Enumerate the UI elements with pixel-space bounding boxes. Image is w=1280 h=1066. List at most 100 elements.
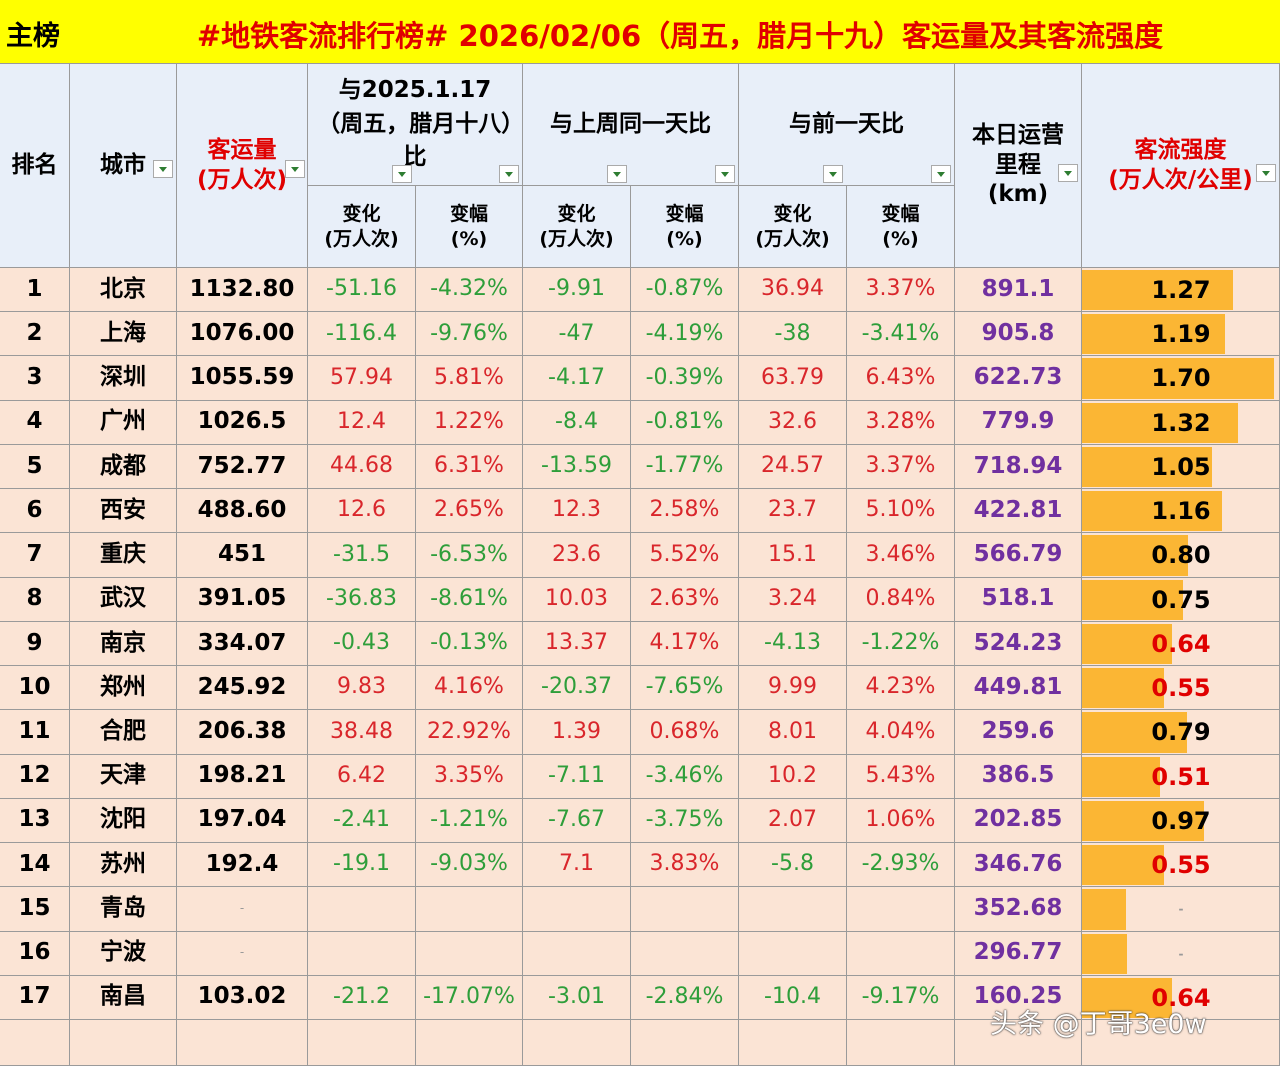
cell-text: -7.65% (645, 674, 724, 700)
cell-text: 5 (26, 452, 43, 479)
intensity-label: 0.64 (1151, 983, 1211, 1012)
cell-text: 9.99 (768, 674, 817, 700)
cell: -20.37 (523, 666, 631, 711)
cell-text: -0.81% (645, 409, 724, 435)
cell-text: (%) (666, 227, 703, 250)
cell-text: -2.41 (333, 807, 390, 833)
cell-text: -4.13 (764, 630, 821, 656)
cell: -7.11 (523, 754, 631, 799)
cell: -8.61% (416, 577, 523, 622)
cell (631, 887, 739, 932)
cell-text: 苏州 (100, 850, 146, 877)
cell-text: 1.22% (434, 409, 504, 435)
data-bar (1082, 889, 1127, 930)
cell: 3.37% (847, 444, 955, 490)
data-bar (1082, 491, 1223, 532)
cell: -38 (739, 312, 847, 357)
intensity-label: 0.64 (1151, 629, 1211, 658)
cell: 2.58% (631, 489, 739, 534)
empty-cell (177, 1020, 308, 1066)
cell-text: 259.6 (981, 718, 1055, 745)
cell: -1.22% (847, 621, 955, 667)
cell-text: 客运量 (207, 136, 277, 163)
cell: -9.03% (416, 843, 523, 888)
cell-text: 5.81% (434, 364, 504, 390)
cell-text: 9 (26, 629, 43, 656)
rank-cell: 4 (0, 400, 70, 445)
data-bar (1082, 579, 1183, 620)
cell-text: 城市 (100, 151, 146, 178)
cell-text: 8 (26, 585, 43, 612)
cell: 3.83% (631, 843, 739, 888)
cell-text: 4 (26, 408, 43, 435)
rank-cell: 8 (0, 577, 70, 622)
cell-text: 488.60 (197, 496, 287, 523)
filter-button (1058, 164, 1078, 182)
cell: 7.1 (523, 843, 631, 888)
cell-text: 0.84% (865, 585, 936, 611)
cell (416, 887, 523, 932)
cell: 5.43% (847, 754, 955, 799)
intensity-label: 0.51 (1151, 762, 1211, 791)
cell-text: 386.5 (981, 762, 1055, 789)
cell-text: -10.4 (764, 984, 821, 1010)
cell: 苏州 (70, 843, 177, 888)
cell-text: 0.68% (649, 718, 720, 744)
cell-text: 10 (18, 673, 51, 700)
data-bar (1082, 668, 1164, 709)
cell: -10.4 (739, 975, 847, 1020)
data-bar (1082, 756, 1160, 797)
cell-text: 6.31% (434, 453, 504, 479)
cell-text: 1132.80 (189, 275, 295, 302)
cell: 1026.5 (177, 400, 308, 445)
cell-text: 36.94 (761, 276, 824, 302)
cell-text: 63.79 (761, 364, 824, 390)
data-bar (1082, 314, 1226, 355)
cell (523, 887, 631, 932)
cell: -7.67 (523, 798, 631, 844)
header-sub: 变幅 (%) (847, 186, 955, 268)
cell: 752.77 (177, 444, 308, 490)
cell-text: -3.75% (645, 807, 724, 833)
cell: 202.85 (955, 798, 1082, 844)
cell-text: -5.8 (771, 851, 814, 877)
cell: 718.94 (955, 444, 1082, 490)
cell: 352.68 (955, 887, 1082, 932)
cell-text: 变化 (557, 202, 596, 225)
cell: 198.21 (177, 754, 308, 799)
cell: -116.4 (308, 312, 416, 357)
cell-text: 7 (26, 541, 43, 568)
cell-text: 4.23% (865, 674, 936, 700)
cell-text: 6 (26, 496, 43, 523)
cell: 1055.59 (177, 356, 308, 401)
data-bar (1082, 623, 1173, 665)
cell: 245.92 (177, 666, 308, 711)
cell-text: 变化 (342, 202, 381, 225)
header-sub: 变幅 (%) (631, 186, 739, 268)
cell: 3.35% (416, 754, 523, 799)
title-bar: 主榜 #地铁客流排行榜# 2026/02/06（周五，腊月十九）客运量及其客流强… (0, 0, 1280, 64)
cell: 郑州 (70, 666, 177, 711)
cell-text: 南昌 (100, 983, 146, 1010)
cell: 905.8 (955, 312, 1082, 357)
cell-text: 3.46% (865, 541, 936, 567)
cell-text: 与前一天比 (789, 110, 904, 137)
cell: 38.48 (308, 710, 416, 755)
cell: 24.57 (739, 444, 847, 490)
cell: -51.16 (308, 268, 416, 313)
cell: 63.79 (739, 356, 847, 401)
cell: -4.13 (739, 621, 847, 667)
filter-button (607, 165, 627, 183)
cell: 3.46% (847, 533, 955, 578)
cell: 3.28% (847, 400, 955, 445)
cell: 2.07 (739, 798, 847, 844)
cell-text: 上海 (100, 319, 146, 346)
cell-text: (km) (987, 181, 1049, 208)
header-intensity: 客流强度 (万人次/公里) (1082, 64, 1280, 268)
intensity-label: 1.27 (1151, 276, 1211, 304)
cell-text: 客流强度 (1134, 136, 1227, 163)
cell: -2.41 (308, 798, 416, 844)
filter-button (931, 165, 951, 183)
cell-text: 192.4 (205, 850, 279, 877)
